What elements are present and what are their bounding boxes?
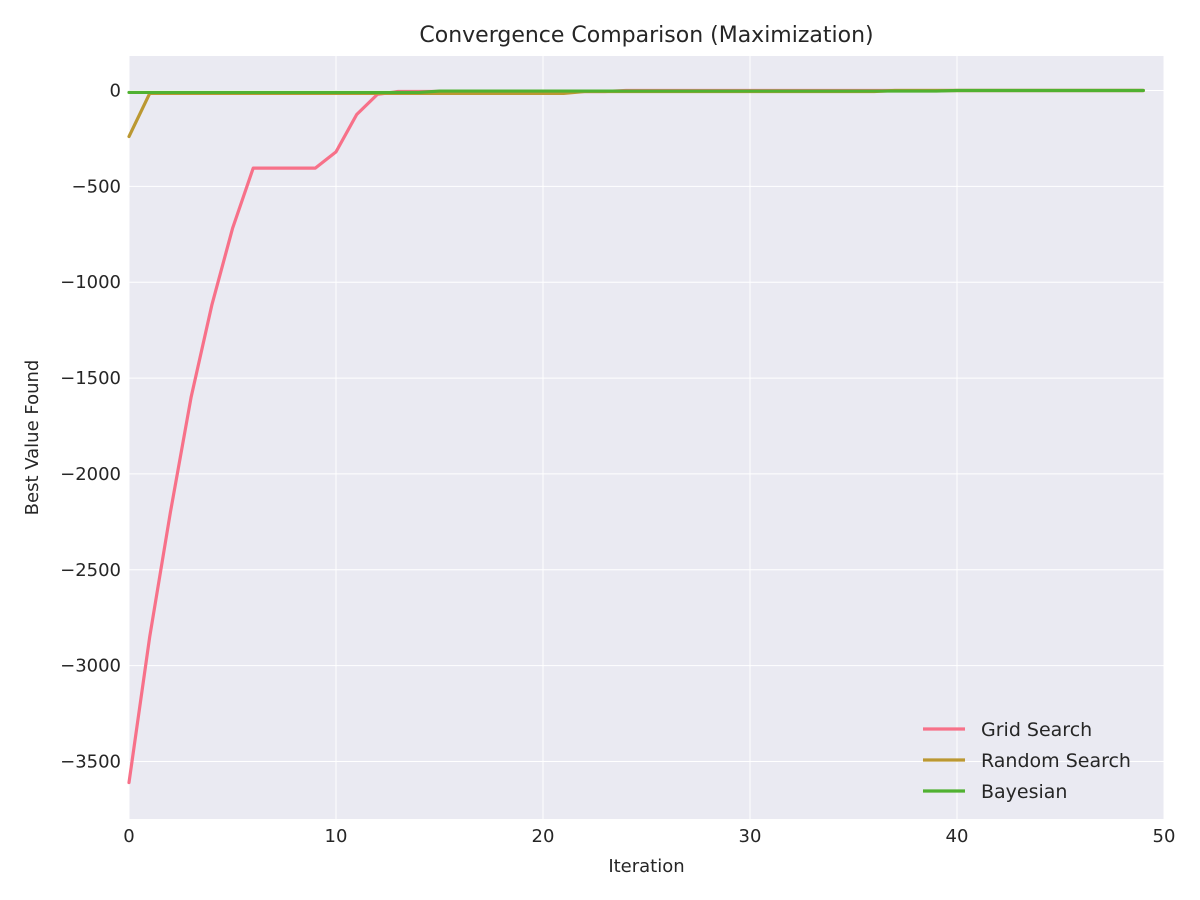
y-axis-label: Best Value Found	[22, 360, 43, 516]
series-layer	[127, 88, 1145, 785]
x-tick-label: 40	[946, 826, 969, 847]
x-axis-label: Iteration	[608, 856, 684, 877]
y-tick-label: −2500	[60, 560, 121, 581]
chart-title: Convergence Comparison (Maximization)	[419, 23, 873, 48]
x-tick-label: 10	[325, 826, 348, 847]
grid-lines	[128, 56, 1165, 819]
series-line-bayesian	[127, 88, 1145, 95]
x-tick-label: 50	[1153, 826, 1176, 847]
y-tick-label: −3500	[60, 751, 121, 772]
y-tick-label: −2000	[60, 464, 121, 485]
tick-labels: 0 10 20 30 40 50 0 −500 −1000 −1500 −2000 −2500 −300…	[60, 81, 1175, 847]
legend-label: Random Search	[981, 750, 1131, 772]
x-tick-label: 0	[123, 826, 134, 847]
y-tick-label: −1000	[60, 272, 121, 293]
plot-area	[129, 56, 1164, 819]
y-tick-label: −500	[72, 176, 121, 197]
x-tick-label: 30	[739, 826, 762, 847]
y-tick-label: 0	[110, 81, 121, 102]
y-tick-label: −3000	[60, 656, 121, 677]
legend-label: Bayesian	[981, 781, 1067, 803]
legend: Grid Search Random Search Bayesian	[923, 719, 1131, 803]
x-tick-label: 20	[532, 826, 555, 847]
y-tick-label: −1500	[60, 368, 121, 389]
legend-label: Grid Search	[981, 719, 1092, 741]
